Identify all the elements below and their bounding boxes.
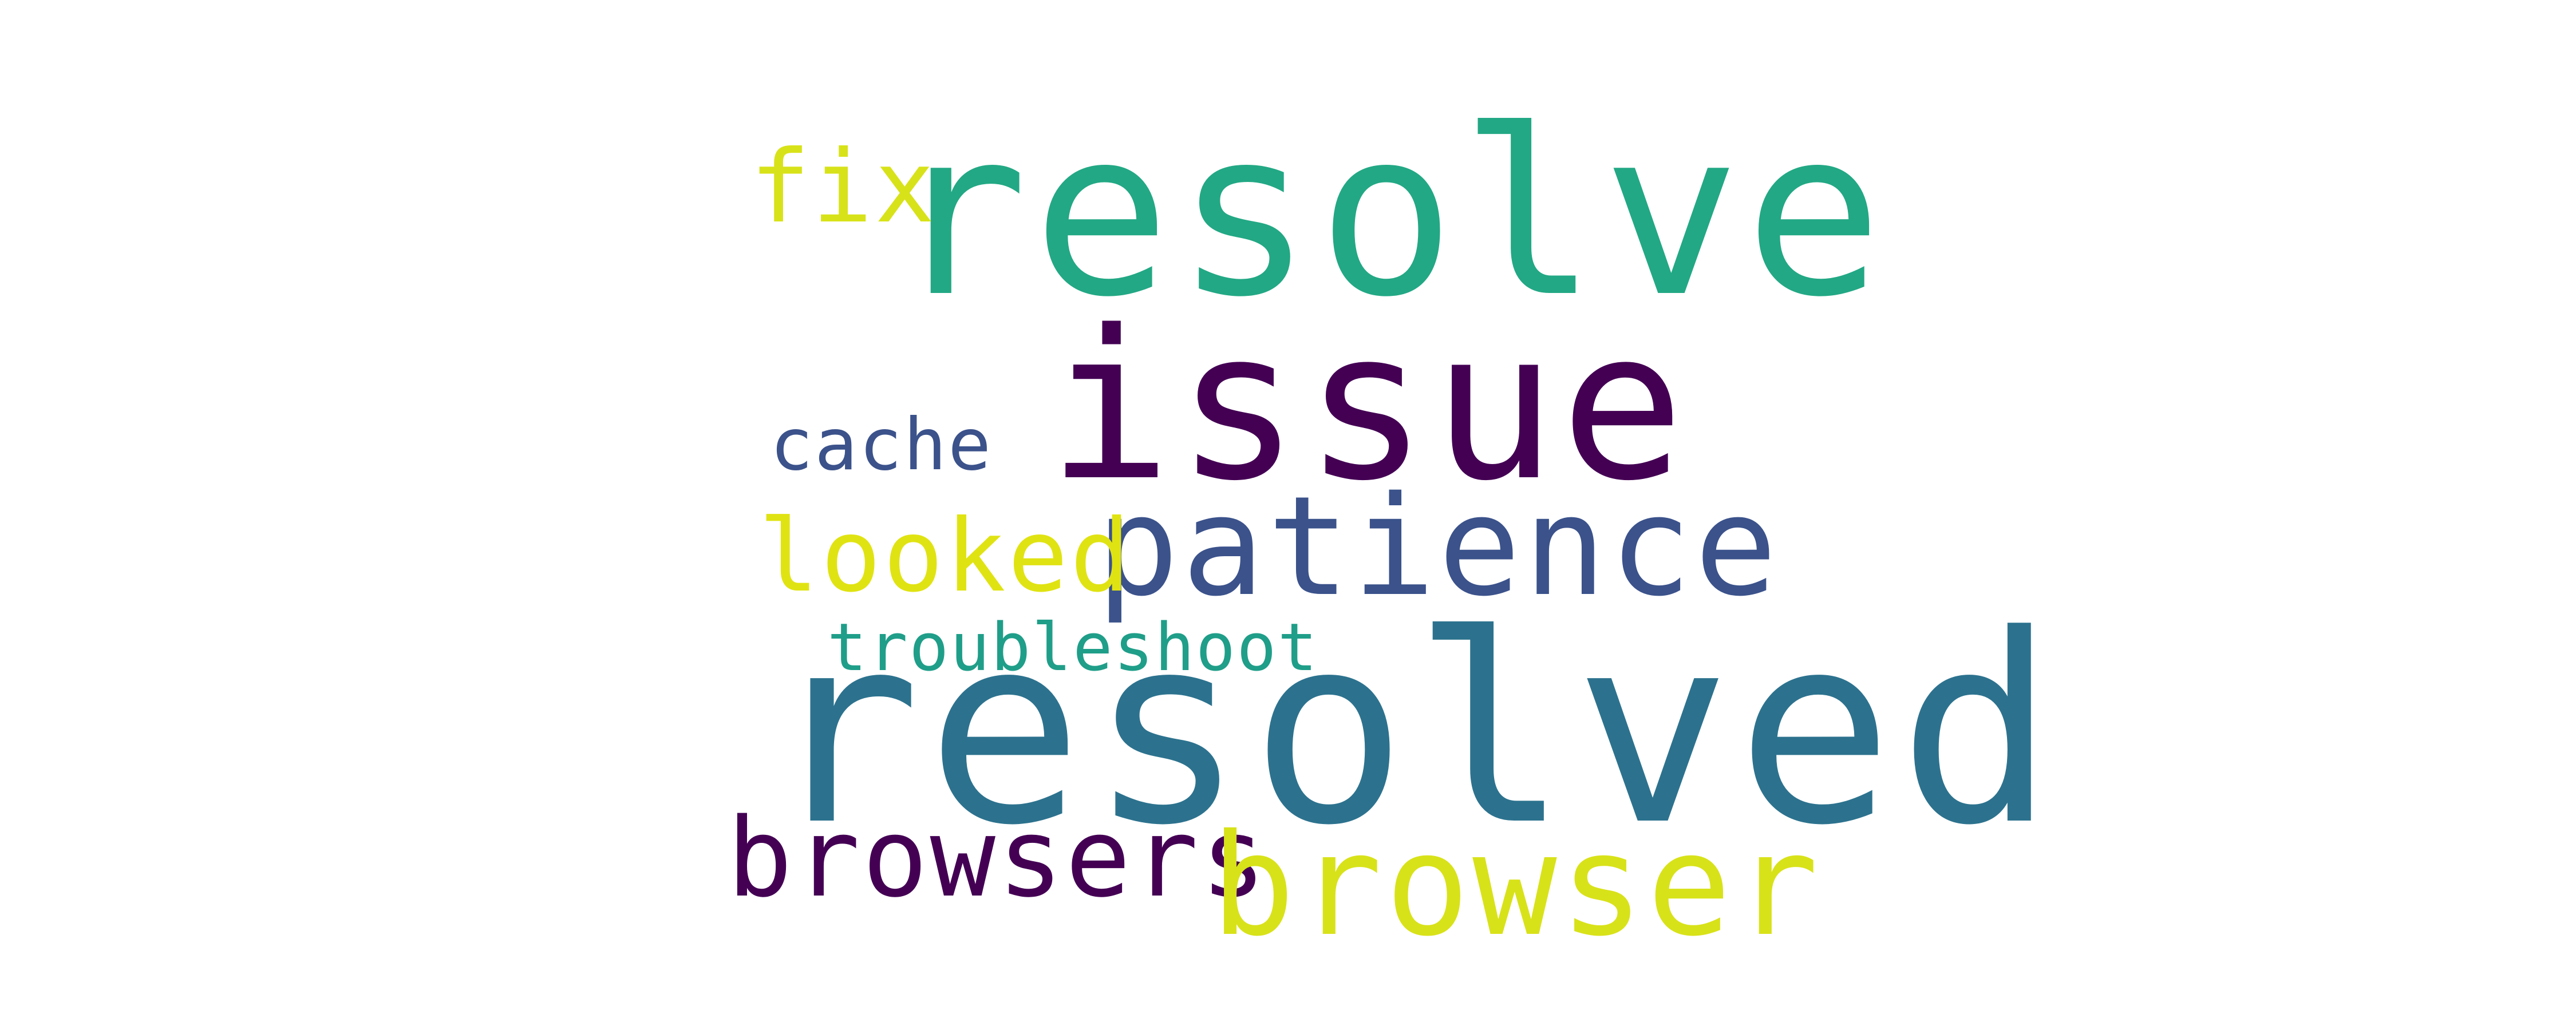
word-resolved: resolved: [764, 580, 2061, 882]
word-looked: looked: [758, 498, 1133, 615]
word-issue: issue: [1048, 286, 1689, 526]
word-cache: cache: [770, 403, 993, 486]
word-browsers: browsers: [727, 795, 1269, 921]
word-fix: fix: [750, 129, 937, 245]
word-resolve: resolve: [890, 81, 1887, 347]
word-browser: browser: [1211, 804, 1822, 967]
word-patience: patience: [1096, 466, 1780, 627]
word-troubleshoot: troubleshoot: [827, 609, 1319, 686]
